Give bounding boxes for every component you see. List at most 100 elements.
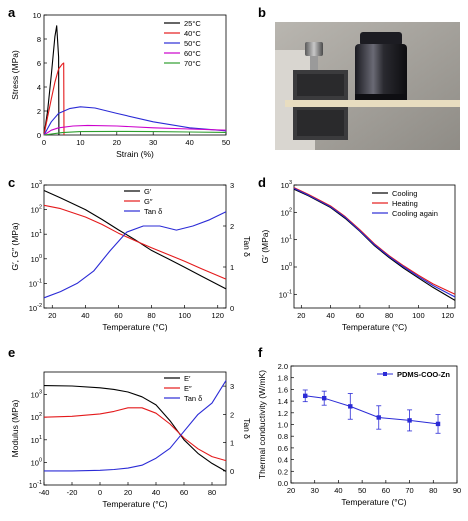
data-point-f: [322, 395, 327, 401]
data-point-f: [303, 393, 308, 399]
x-tick-label-e: 40: [152, 488, 160, 497]
y-axis-label-f: Thermal conductivity (W/mK): [257, 370, 267, 479]
y-tick-label-f: 0.2: [278, 467, 288, 476]
x-tick-label-a: 30: [149, 138, 157, 147]
x-tick-label-d: 80: [385, 311, 393, 320]
x-tick-label-f: 90: [453, 486, 461, 495]
panel-label-d: d: [258, 175, 266, 190]
y-tick-label-d: 10-1: [279, 289, 292, 299]
y-tick-label-d: 101: [281, 235, 292, 245]
legend-label-c: Tan δ: [144, 207, 162, 216]
x-tick-label-c: 40: [81, 311, 89, 320]
y-tick-label-e: 102: [31, 412, 42, 422]
y2-tick-label-c: 0: [230, 304, 234, 313]
data-point-f: [407, 418, 412, 423]
x-axis-label-c: Temperature (°C): [102, 322, 167, 332]
panel-label-a: a: [8, 5, 16, 20]
y2-tick-label-e: 0: [230, 467, 234, 476]
y-tick-label-f: 0.4: [278, 456, 288, 465]
x-axis-label-e: Temperature (°C): [102, 499, 167, 509]
y-tick-label-d: 102: [281, 207, 292, 217]
y-tick-label-f: 0.8: [278, 432, 288, 441]
panel-label-b: b: [258, 5, 266, 20]
y-tick-label-c: 102: [31, 205, 42, 215]
panel-f-frame: [290, 365, 458, 484]
x-tick-label-a: 20: [113, 138, 121, 147]
series-line-d-0: [293, 188, 456, 301]
y-tick-label-d: 100: [281, 262, 292, 272]
series-line-a-3: [43, 124, 227, 136]
data-point-f: [348, 404, 353, 409]
legend-marker-f: [383, 372, 387, 376]
y-tick-label-a: 4: [37, 83, 41, 92]
series-line-a-4: [43, 130, 227, 136]
y-tick-label-c: 10-1: [29, 278, 42, 288]
panel-d-frame: [293, 184, 456, 309]
x-axis-label-f: Temperature (°C): [341, 497, 406, 507]
y-tick-label-f: 1.6: [278, 385, 288, 394]
series-line-e-1: [43, 407, 227, 462]
series-line-c-1: [43, 204, 227, 280]
y-axis-label-d: G′ (MPa): [260, 229, 270, 263]
x-tick-label-d: 40: [326, 311, 334, 320]
legend-label-c: G′: [144, 187, 152, 196]
x-tick-label-c: 20: [48, 311, 56, 320]
series-line-e-0: [43, 385, 227, 472]
y-tick-label-e: 103: [31, 390, 42, 400]
y-tick-label-c: 101: [31, 229, 42, 239]
x-tick-label-a: 50: [222, 138, 230, 147]
x-tick-label-c: 100: [178, 311, 191, 320]
y-tick-label-e: 101: [31, 435, 42, 445]
x-tick-label-e: 60: [180, 488, 188, 497]
x-tick-label-a: 40: [185, 138, 193, 147]
legend-label-c: G″: [144, 197, 153, 206]
legend-label-d: Heating: [392, 199, 418, 208]
x-tick-label-c: 80: [147, 311, 155, 320]
x-tick-label-a: 10: [76, 138, 84, 147]
x-tick-label-a: 0: [42, 138, 46, 147]
y-axis-label-a: Stress (MPa): [10, 50, 20, 100]
y-tick-label-e: 100: [31, 457, 42, 467]
x-axis-label-a: Strain (%): [116, 149, 154, 159]
y-tick-label-f: 2.0: [278, 362, 288, 371]
panel-label-c: c: [8, 175, 16, 190]
y-tick-label-f: 0.6: [278, 444, 288, 453]
x-tick-label-c: 120: [211, 311, 224, 320]
panel-c-frame: [43, 184, 227, 309]
legend-label-d: Cooling: [392, 189, 417, 198]
series-line-a-0: [43, 25, 60, 136]
y-tick-label-a: 10: [33, 11, 41, 20]
x-tick-label-e: -40: [39, 488, 50, 497]
y2-tick-label-c: 3: [230, 181, 234, 190]
legend-label-e: E″: [184, 384, 192, 393]
x-tick-label-d: 20: [297, 311, 305, 320]
y2-tick-label-c: 2: [230, 222, 234, 231]
y-tick-label-f: 1.0: [278, 421, 288, 430]
series-line-c-2: [43, 211, 227, 299]
y-axis-label-c: G′, G″ (MPa): [10, 222, 20, 270]
y2-tick-label-e: 1: [230, 439, 234, 448]
photo-weights-clamp-icon: [275, 22, 460, 150]
legend-label-e: E′: [184, 374, 191, 383]
y2-tick-label-c: 1: [230, 263, 234, 272]
y-tick-label-f: 1.4: [278, 397, 288, 406]
series-line-d-1: [293, 187, 456, 295]
y-tick-label-f: 0.0: [278, 479, 288, 488]
x-tick-label-f: 60: [382, 486, 390, 495]
x-tick-label-d: 60: [356, 311, 364, 320]
legend-label-a: 25°C: [184, 19, 201, 28]
series-line-a-1: [43, 62, 65, 136]
x-tick-label-f: 20: [287, 486, 295, 495]
x-tick-label-e: 20: [124, 488, 132, 497]
legend-label-e: Tan δ: [184, 394, 202, 403]
x-tick-label-f: 80: [429, 486, 437, 495]
panel-e-frame: [43, 371, 227, 486]
series-line-d-2: [293, 187, 456, 298]
y2-axis-label-c: Tan δ: [242, 236, 252, 257]
series-line-c-0: [43, 189, 227, 290]
x-axis-label-d: Temperature (°C): [342, 322, 407, 332]
x-tick-label-f: 40: [334, 486, 342, 495]
y-tick-label-c: 103: [31, 180, 42, 190]
y2-axis-label-e: Tan δ: [242, 418, 252, 439]
